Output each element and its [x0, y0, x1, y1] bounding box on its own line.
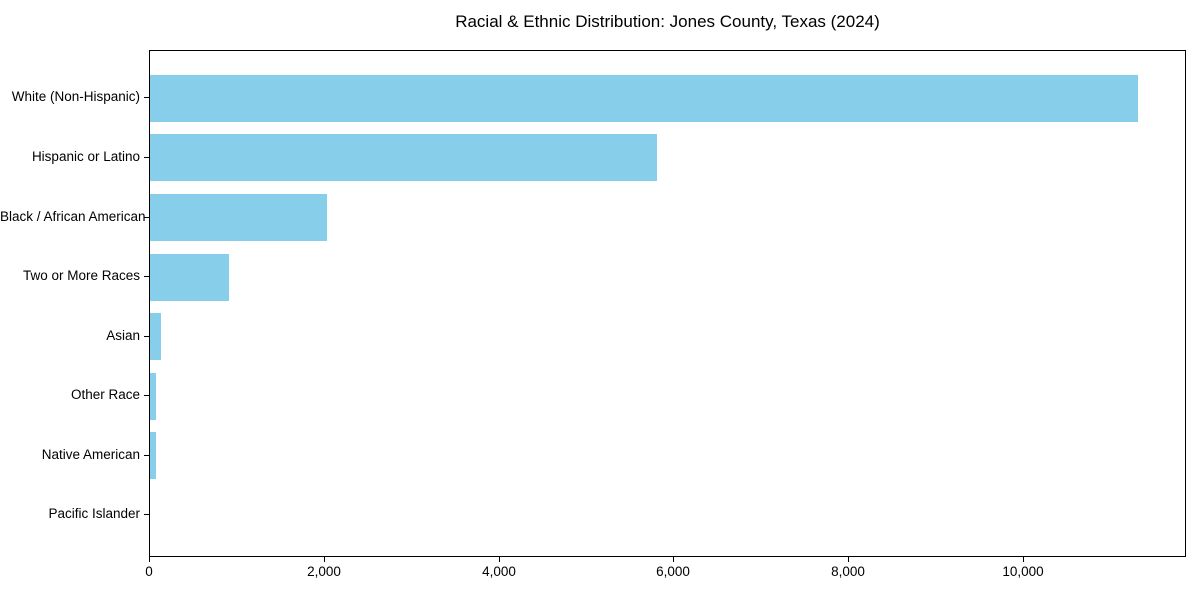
y-axis-label: White (Non-Hispanic) [11, 89, 140, 104]
bar [150, 194, 327, 242]
bar [150, 372, 156, 420]
y-tick [144, 97, 149, 98]
y-tick [144, 276, 149, 277]
plot-area [149, 50, 1186, 557]
x-axis-tick-label: 4,000 [482, 564, 516, 579]
y-axis-label: Two or More Races [22, 268, 140, 283]
x-tick [848, 557, 849, 562]
x-tick [149, 557, 150, 562]
bar [150, 253, 229, 301]
x-axis-tick-label: 10,000 [1002, 564, 1044, 579]
bar [150, 313, 161, 361]
y-tick [144, 395, 149, 396]
x-tick [673, 557, 674, 562]
bar [150, 134, 657, 182]
y-tick [144, 157, 149, 158]
x-tick [499, 557, 500, 562]
x-axis-tick-label: 2,000 [307, 564, 341, 579]
y-tick [144, 336, 149, 337]
x-axis-tick-label: 0 [145, 564, 153, 579]
y-axis-label: Other Race [70, 387, 140, 402]
y-tick [144, 217, 149, 218]
y-tick [144, 514, 149, 515]
x-axis-tick-label: 6,000 [656, 564, 690, 579]
x-tick [1023, 557, 1024, 562]
x-tick [324, 557, 325, 562]
bar [150, 432, 156, 480]
y-axis-label: Native American [41, 447, 140, 462]
y-axis-label: Pacific Islander [48, 506, 140, 521]
chart-title: Racial & Ethnic Distribution: Jones Coun… [455, 12, 880, 31]
x-axis-tick-label: 8,000 [831, 564, 865, 579]
y-axis-label: Black / African American [0, 209, 146, 224]
y-axis-label: Asian [106, 328, 140, 343]
y-tick [144, 455, 149, 456]
bar [150, 74, 1138, 122]
y-axis-label: Hispanic or Latino [31, 149, 140, 164]
